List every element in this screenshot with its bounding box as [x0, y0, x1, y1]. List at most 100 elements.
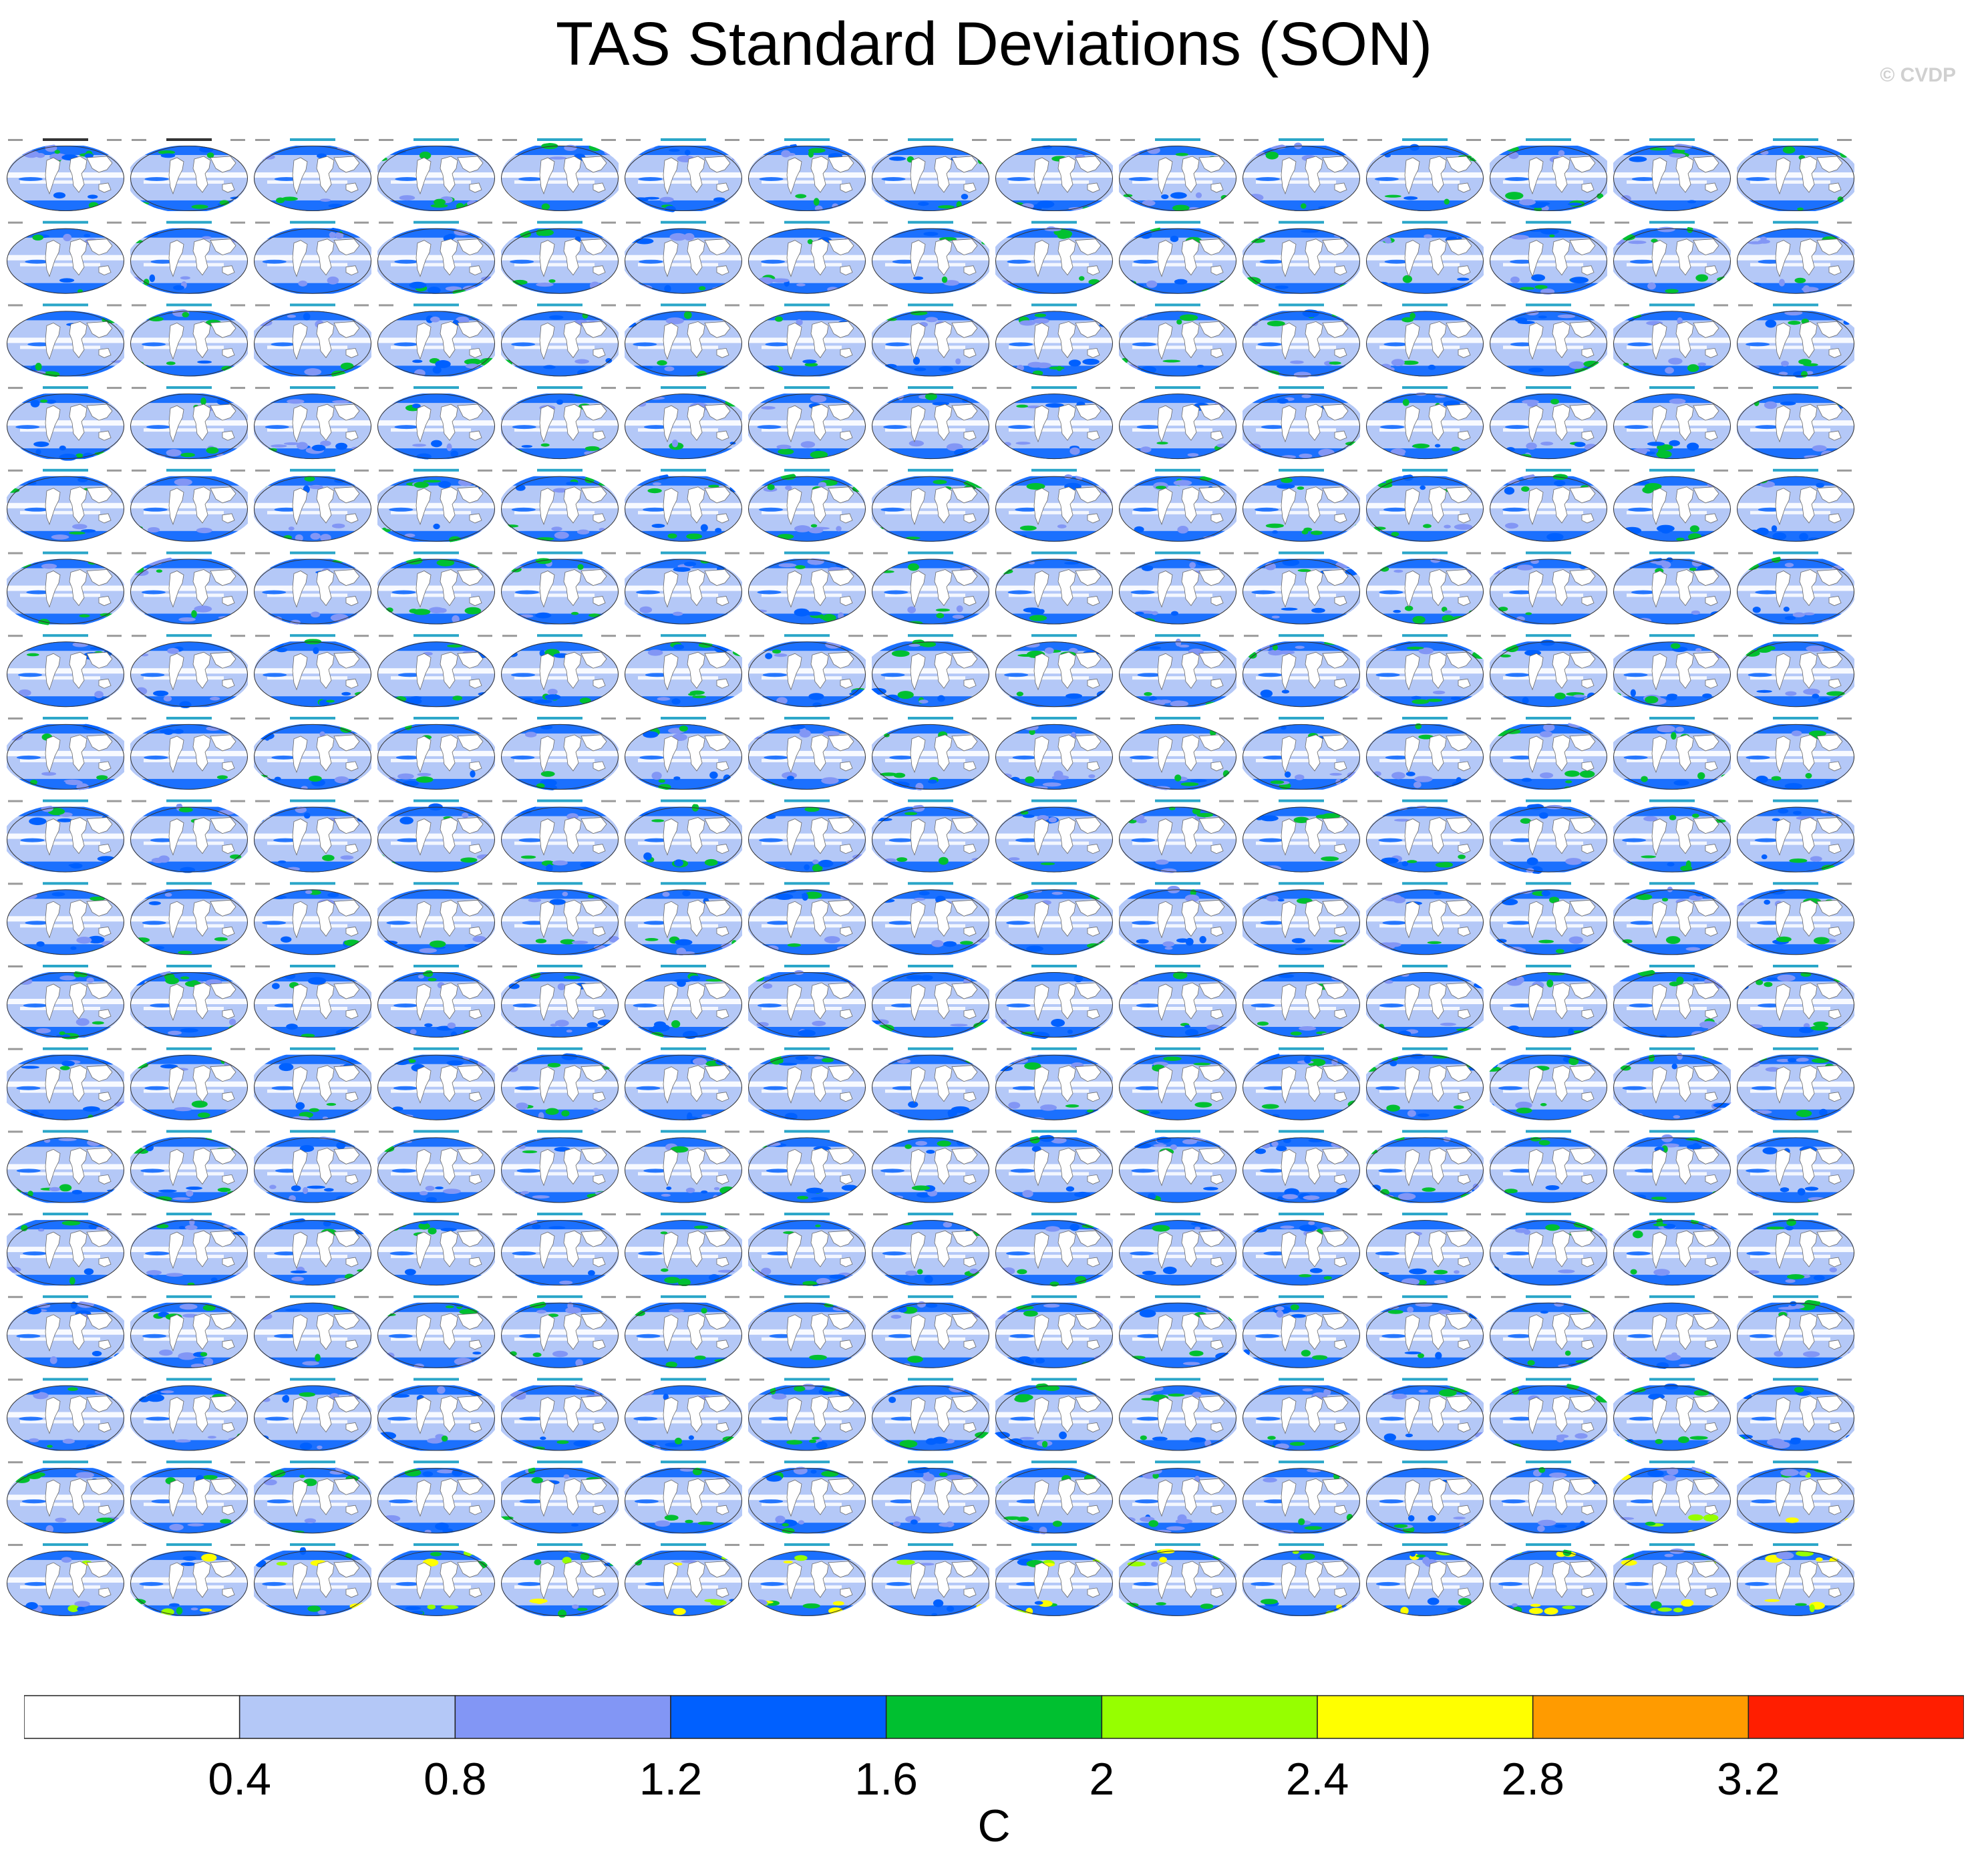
chart-title: TAS Standard Deviations (SON) — [555, 10, 1433, 78]
coastline — [1428, 899, 1447, 937]
coastline — [786, 736, 802, 774]
coastline — [1675, 156, 1694, 193]
panel-period-label — [1367, 800, 1382, 802]
panel-title-label — [1649, 1460, 1695, 1464]
map-border — [377, 146, 495, 211]
coastline — [1428, 1313, 1447, 1350]
panel-title-label — [290, 303, 335, 307]
coastline — [1816, 1147, 1843, 1164]
map-border — [748, 724, 866, 790]
panel-period-label — [750, 1543, 764, 1546]
coastline — [1581, 513, 1595, 524]
coastline — [1033, 322, 1049, 360]
coastline — [1404, 653, 1420, 691]
coastline — [687, 899, 705, 937]
panel-period-label — [750, 1378, 764, 1381]
panel-rank-label — [1343, 139, 1357, 141]
coastline — [1428, 239, 1447, 276]
map-border — [7, 1137, 124, 1203]
coastline — [687, 404, 705, 441]
coastline — [1799, 239, 1818, 276]
coastline — [1181, 1147, 1200, 1185]
coastline — [316, 982, 335, 1020]
coastline — [593, 596, 606, 606]
panel-rank-label — [1590, 139, 1605, 141]
coastline — [1693, 156, 1719, 173]
map-panel — [0, 1213, 124, 1287]
coastline — [1775, 1148, 1791, 1187]
panel-rank-label — [1096, 221, 1110, 224]
panel-title-label — [1031, 1295, 1077, 1298]
coastline — [1281, 571, 1297, 608]
coastline — [440, 1230, 458, 1267]
coastline — [1210, 430, 1224, 441]
panel-title-label — [290, 1460, 335, 1464]
panel-title-label — [413, 634, 459, 637]
panel-period-label — [626, 1130, 641, 1133]
map-panel — [1119, 634, 1242, 708]
panel-title-label — [290, 1130, 335, 1133]
panel-title-label — [661, 1130, 706, 1133]
coastline — [539, 818, 555, 856]
coastline — [222, 1587, 235, 1598]
map-border — [1490, 1220, 1607, 1286]
panel-title-label — [661, 1543, 706, 1546]
coastline — [1581, 926, 1595, 937]
coastline — [1305, 321, 1323, 359]
panel-period-label — [8, 1378, 23, 1381]
coastline — [1693, 982, 1719, 999]
coastline — [1305, 899, 1323, 937]
panel-title-label — [1155, 138, 1200, 141]
panel-title-label — [1279, 634, 1324, 637]
coastline — [1198, 156, 1225, 173]
coastline — [1675, 1313, 1694, 1350]
map-panel — [745, 1460, 866, 1535]
coastline — [469, 1174, 482, 1185]
panel-title-label — [1773, 551, 1818, 555]
coastline — [98, 1340, 112, 1350]
map-border — [1613, 889, 1731, 955]
coastline — [1033, 1397, 1049, 1434]
panel-rank-label — [725, 717, 739, 720]
coastline — [1305, 1065, 1323, 1102]
map-panel — [1610, 882, 1731, 955]
coastline — [910, 818, 926, 856]
map-border — [1737, 559, 1854, 625]
coastline — [1281, 1314, 1297, 1352]
map-border — [1119, 1385, 1236, 1451]
map-border — [872, 1302, 989, 1368]
coastline — [563, 899, 582, 937]
coastline — [45, 571, 61, 608]
coastline — [210, 1230, 236, 1247]
coastline — [86, 1396, 113, 1412]
map-border — [995, 1220, 1113, 1286]
panel-period-label — [255, 552, 270, 555]
map-panel — [748, 1543, 870, 1616]
map-panel — [1490, 1543, 1609, 1616]
panel-rank-label — [1343, 635, 1357, 637]
coastline — [69, 1478, 88, 1515]
panel-period-label — [132, 717, 146, 720]
coastline — [345, 265, 359, 276]
coastline — [1075, 1230, 1102, 1247]
coastline — [1281, 157, 1297, 195]
map-border — [1366, 806, 1484, 873]
panel-title-label — [1526, 1543, 1571, 1546]
panel-period-label — [1491, 469, 1506, 472]
panel-title-label — [1279, 1047, 1324, 1050]
coastline — [663, 157, 679, 195]
panel-rank-label — [230, 1461, 245, 1464]
panel-rank-label — [478, 635, 492, 637]
panel-rank-label — [1590, 635, 1605, 637]
panel-period-label — [1367, 469, 1382, 472]
coastline — [69, 817, 88, 855]
coastline — [416, 1397, 432, 1434]
panel-rank-label — [1096, 965, 1110, 967]
coastline — [581, 1396, 607, 1412]
panel-rank-label — [1096, 883, 1110, 885]
map-border — [872, 1054, 989, 1120]
panel-title-label — [1155, 1378, 1200, 1381]
coastline — [934, 1561, 953, 1598]
coastline — [1581, 761, 1595, 772]
coastline — [98, 761, 112, 772]
